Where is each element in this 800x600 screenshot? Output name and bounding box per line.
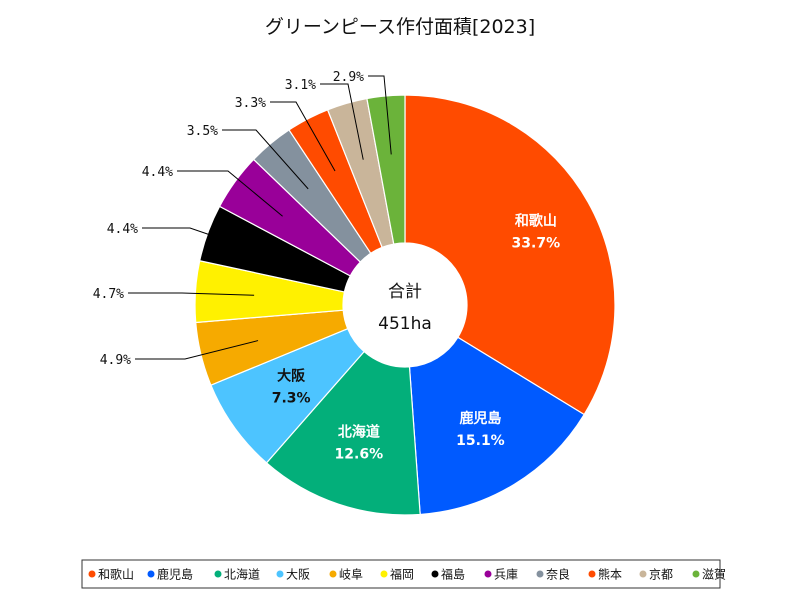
legend-label: 奈良 bbox=[546, 567, 570, 582]
leader-line bbox=[368, 75, 392, 155]
chart-title: グリーンピース作付面積[2023] bbox=[265, 16, 535, 38]
legend: 和歌山 鹿児島 北海道 大阪 岐阜 福岡 福島 兵庫 奈良 熊本 京都 滋賀 bbox=[81, 559, 726, 589]
legend-label: 和歌山 bbox=[98, 567, 134, 582]
slice-percent-label: 4.9% bbox=[100, 353, 131, 368]
slice-percent-label: 4.7% bbox=[93, 287, 124, 302]
legend-marker bbox=[588, 570, 596, 578]
slice-percent-label: 4.4% bbox=[142, 165, 173, 180]
leader-line bbox=[222, 129, 309, 190]
donut-hole bbox=[343, 243, 467, 367]
legend-label: 岐阜 bbox=[339, 568, 363, 582]
legend-label: 兵庫 bbox=[494, 568, 518, 582]
slice-percent-label: 33.7% bbox=[512, 236, 561, 252]
slice-percent-label: 3.3% bbox=[235, 96, 266, 111]
slice-name-label: 鹿児島 bbox=[458, 410, 501, 427]
legend-label: 大阪 bbox=[286, 568, 310, 582]
slice-name-label: 北海道 bbox=[338, 423, 380, 440]
legend-label: 福島 bbox=[441, 567, 465, 582]
leader-lines-group bbox=[128, 75, 392, 360]
legend-label: 滋賀 bbox=[702, 568, 726, 582]
legend-marker bbox=[147, 570, 155, 578]
slice-labels-group: 和歌山 33.7% 鹿児島 15.1% 北海道 12.6% 大阪 7.3% 4.9% 4.7% 4.… bbox=[93, 70, 560, 462]
legend-label: 京都 bbox=[649, 568, 673, 582]
center-value: 451ha bbox=[378, 314, 432, 334]
leader-line bbox=[270, 101, 336, 172]
slice-percent-label: 4.4% bbox=[107, 222, 138, 237]
leader-line bbox=[128, 292, 255, 296]
legend-box bbox=[81, 559, 721, 589]
center-label: 合計 bbox=[388, 282, 422, 302]
legend-marker bbox=[276, 570, 284, 578]
slice-name-label: 和歌山 bbox=[515, 213, 557, 230]
legend-marker bbox=[329, 570, 337, 578]
legend-marker bbox=[380, 570, 388, 578]
legend-label: 北海道 bbox=[224, 567, 260, 582]
slice-percent-label: 3.5% bbox=[187, 124, 218, 139]
legend-marker bbox=[639, 570, 647, 578]
slice-name-label: 大阪 bbox=[277, 367, 306, 384]
legend-marker bbox=[536, 570, 544, 578]
slice-percent-label: 12.6% bbox=[335, 446, 384, 462]
slice-percent-label: 2.9% bbox=[333, 70, 364, 85]
legend-label: 熊本 bbox=[598, 567, 622, 582]
leader-line bbox=[177, 170, 283, 217]
legend-marker bbox=[88, 570, 96, 578]
leader-line bbox=[135, 340, 259, 360]
legend-label: 鹿児島 bbox=[157, 567, 193, 582]
slice-percent-label: 7.3% bbox=[272, 390, 311, 406]
legend-marker bbox=[484, 570, 492, 578]
leader-line bbox=[320, 83, 364, 160]
legend-marker bbox=[214, 570, 222, 578]
leader-line bbox=[142, 227, 264, 254]
legend-marker bbox=[431, 570, 439, 578]
slices-group bbox=[194, 94, 616, 516]
legend-label: 福岡 bbox=[390, 567, 414, 582]
slice-percent-label: 15.1% bbox=[456, 433, 505, 449]
legend-marker bbox=[692, 570, 700, 578]
slice-percent-label: 3.1% bbox=[285, 78, 316, 93]
